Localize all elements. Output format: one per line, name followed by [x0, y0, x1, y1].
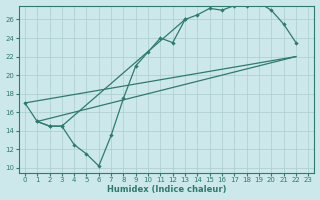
X-axis label: Humidex (Indice chaleur): Humidex (Indice chaleur) — [107, 185, 226, 194]
